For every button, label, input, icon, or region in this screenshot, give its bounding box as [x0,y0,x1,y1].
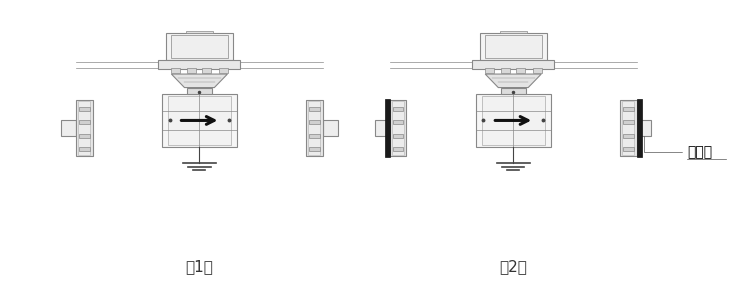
Bar [188,68,196,73]
Bar [308,101,320,155]
Bar [390,100,406,156]
Bar [501,68,510,73]
Bar [479,33,547,60]
Bar [322,120,338,136]
Polygon shape [172,74,227,88]
Bar [171,35,228,58]
Bar [375,120,390,136]
Polygon shape [485,74,542,88]
Bar [76,100,92,156]
Bar [500,31,526,33]
Bar [186,31,213,33]
Bar [162,94,237,147]
Text: （2）: （2） [500,260,527,275]
Bar [637,120,652,136]
Bar [623,107,634,111]
Bar [309,119,320,124]
Bar [392,101,404,155]
Bar [166,33,233,60]
Bar [620,100,637,156]
Bar [623,119,634,124]
Bar [623,134,634,138]
Bar [472,60,554,69]
Bar [393,107,404,111]
Bar [393,134,404,138]
Bar [393,146,404,151]
Bar [623,146,634,151]
Bar [62,120,76,136]
Bar [393,119,404,124]
Bar [79,107,89,111]
Bar [79,119,89,124]
Bar [79,146,89,151]
Bar [168,96,231,145]
Bar [78,101,90,155]
Bar [309,146,320,151]
Bar [306,100,322,156]
Text: （1）: （1） [185,260,213,275]
Bar [158,60,241,69]
Bar [637,99,642,157]
Bar [219,68,228,73]
Bar [484,68,494,73]
Bar [309,134,320,138]
Bar [482,96,544,145]
Bar [476,94,550,147]
Bar [622,101,634,155]
Bar [202,68,211,73]
Bar [385,99,390,157]
Bar [79,134,89,138]
Bar [484,35,542,58]
Bar [532,68,542,73]
Text: 接地环: 接地环 [644,136,712,159]
Bar [309,107,320,111]
Bar [500,88,526,94]
Bar [171,68,180,73]
Bar [516,68,525,73]
Bar [187,88,212,94]
